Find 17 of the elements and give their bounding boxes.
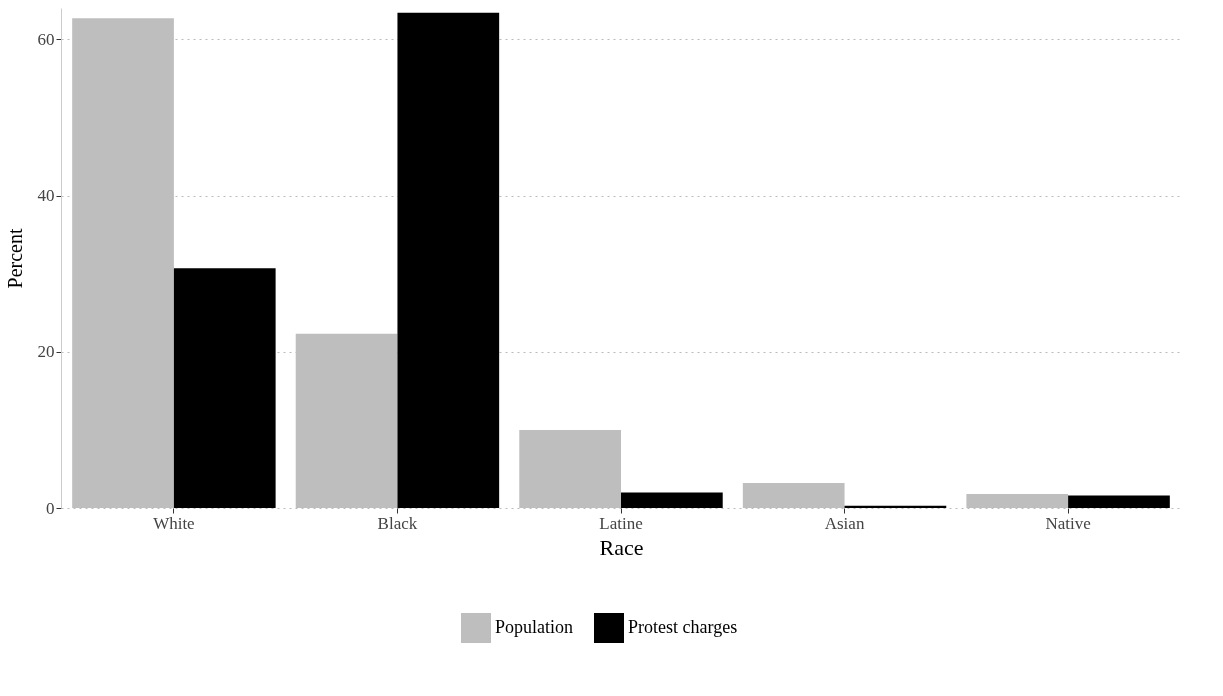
x-tick-label: White	[153, 513, 195, 533]
x-tick-label: Latine	[599, 513, 643, 533]
y-tick-label: 40	[37, 186, 55, 205]
y-tick-label: 0	[46, 498, 55, 518]
bar	[1068, 495, 1170, 508]
bar	[621, 492, 723, 508]
y-tick-label: 60	[37, 29, 55, 49]
x-tick-label: Asian	[824, 513, 865, 533]
x-tick-label: Black	[377, 513, 418, 533]
legend-label: Protest charges	[628, 617, 738, 637]
bar	[173, 268, 276, 508]
y-axis-title: Percent	[3, 228, 26, 289]
y-tick-label: 20	[37, 342, 55, 362]
x-tick-label: Native	[1045, 513, 1091, 533]
x-axis-title: Race	[599, 534, 644, 560]
legend-label: Population	[495, 617, 574, 637]
bar	[397, 12, 500, 508]
